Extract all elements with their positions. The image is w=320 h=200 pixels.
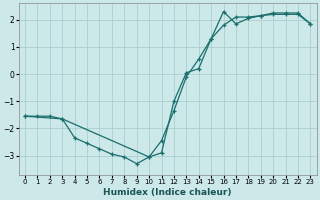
X-axis label: Humidex (Indice chaleur): Humidex (Indice chaleur) — [103, 188, 232, 197]
